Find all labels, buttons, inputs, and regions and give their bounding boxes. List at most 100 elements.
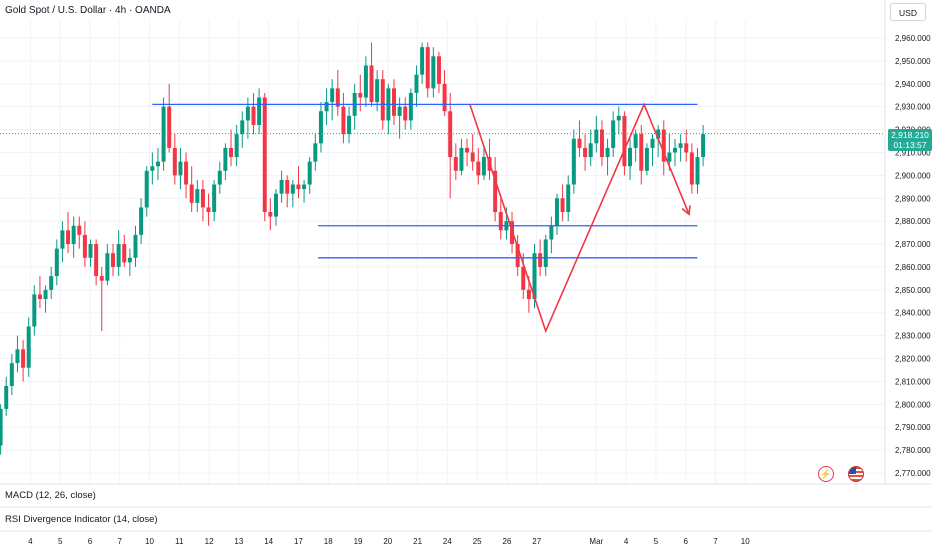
time-tick-label: 6 <box>683 537 688 546</box>
pattern-path-line[interactable] <box>469 102 690 334</box>
candle-body <box>431 56 436 89</box>
candle-body <box>397 106 402 116</box>
time-tick-label: 13 <box>234 537 243 546</box>
candle-body <box>701 134 706 158</box>
candle-body <box>667 152 672 162</box>
candle-body <box>195 189 200 203</box>
candle-body <box>200 189 205 208</box>
time-tick-label: 5 <box>58 537 63 546</box>
candle-body <box>543 239 548 267</box>
candle-body <box>268 212 273 217</box>
candle-body <box>54 248 59 277</box>
currency-button[interactable]: USD <box>890 3 926 21</box>
price-tick-label: 2,820.000 <box>895 355 931 364</box>
time-tick-label: 27 <box>532 537 541 546</box>
candle-body <box>616 115 621 121</box>
symbol-title[interactable]: Gold Spot / U.S. Dollar · 4h · OANDA <box>5 5 171 16</box>
candle-body <box>560 198 565 212</box>
candle-body <box>599 129 604 158</box>
candle-body <box>628 147 633 167</box>
candle-body <box>425 47 430 89</box>
candle-body <box>673 147 677 153</box>
candle-body <box>105 253 110 281</box>
candle-body <box>26 326 31 368</box>
price-tick-label: 2,810.000 <box>895 377 931 386</box>
candle-body <box>476 161 481 176</box>
time-tick-label: 25 <box>473 537 482 546</box>
candle-body <box>178 161 183 176</box>
price-tick-label: 2,930.000 <box>895 103 931 112</box>
arrow-head[interactable] <box>681 205 691 216</box>
time-tick-label: Mar <box>589 537 603 546</box>
candle-body <box>127 257 132 263</box>
candle-body <box>588 143 593 158</box>
candle-body <box>217 170 222 185</box>
candle-body <box>285 179 290 194</box>
time-tick-label: 24 <box>443 537 452 546</box>
price-tick-label: 2,940.000 <box>895 80 931 89</box>
time-tick-label: 26 <box>503 537 512 546</box>
candle-body <box>139 207 144 235</box>
candle-body <box>566 184 571 212</box>
candle-body <box>189 184 194 203</box>
candle-body <box>420 47 425 75</box>
candle-body <box>77 225 82 235</box>
candle-body <box>116 244 121 267</box>
price-axis[interactable]: 2,770.000 2,780.000 2,790.000 2,800.000 2,81… <box>884 0 931 484</box>
candle-body <box>493 170 498 212</box>
current-price-value: 2,918.210 <box>891 130 929 140</box>
price-tick-label: 2,950.000 <box>895 57 931 66</box>
candle-body <box>403 106 408 121</box>
candle-body <box>4 386 9 409</box>
price-tick-label: 2,770.000 <box>895 469 931 478</box>
current-price-label: 2,918.210 01:13:57 <box>888 129 932 151</box>
candle-body <box>302 184 307 190</box>
price-tick-label: 2,960.000 <box>895 34 931 43</box>
candle-body <box>611 120 616 148</box>
price-tick-label: 2,790.000 <box>895 423 931 432</box>
drawings[interactable] <box>152 102 698 334</box>
candle-body <box>245 106 250 121</box>
candle-body <box>240 120 245 135</box>
macd-indicator-label[interactable]: MACD (12, 26, close) <box>5 490 96 501</box>
price-tick-label: 2,840.000 <box>895 309 931 318</box>
candle-body <box>661 129 666 162</box>
candle-body <box>538 253 543 267</box>
candle-body <box>678 143 683 148</box>
candle-body <box>532 253 537 299</box>
time-tick-label: 19 <box>354 537 363 546</box>
us-flag-icon[interactable] <box>848 466 864 482</box>
candle-body <box>515 244 520 267</box>
candle-body <box>695 157 700 185</box>
time-tick-label: 10 <box>145 537 154 546</box>
candle-body <box>9 363 14 386</box>
time-tick-label: 21 <box>413 537 422 546</box>
candle-body <box>167 106 172 148</box>
price-tick-label: 2,890.000 <box>895 194 931 203</box>
candle-body <box>60 230 65 249</box>
candle-body <box>279 179 284 194</box>
candle-body <box>330 88 335 103</box>
candle-body <box>43 289 48 299</box>
candle-body <box>554 198 559 226</box>
time-tick-label: 12 <box>205 537 214 546</box>
candle-body <box>633 134 638 148</box>
rsi-indicator-label[interactable]: RSI Divergence Indicator (14, close) <box>5 514 158 525</box>
price-tick-label: 2,900.000 <box>895 171 931 180</box>
lightning-alert-icon[interactable]: ⚡ <box>818 466 834 482</box>
candle-body <box>392 88 396 116</box>
candle-body <box>318 111 323 144</box>
candle-body <box>622 115 627 167</box>
candle-body <box>172 147 177 176</box>
candle-body <box>341 106 346 135</box>
time-tick-label: 7 <box>713 537 718 546</box>
time-tick-label: 5 <box>654 537 659 546</box>
candle-body <box>324 102 329 112</box>
time-axis[interactable]: 4 5 6 7 10 11 12 13 14 17 18 19 20 21 24 25 26 27 Mar 4 5 6 7 1… <box>0 530 932 546</box>
candle-body <box>229 147 234 158</box>
candle-body <box>358 92 363 98</box>
candle-body <box>335 88 340 107</box>
candle-body <box>155 161 160 167</box>
candle-body <box>436 56 441 84</box>
